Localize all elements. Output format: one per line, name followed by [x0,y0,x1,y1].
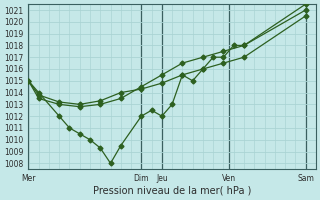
X-axis label: Pression niveau de la mer( hPa ): Pression niveau de la mer( hPa ) [93,186,251,196]
